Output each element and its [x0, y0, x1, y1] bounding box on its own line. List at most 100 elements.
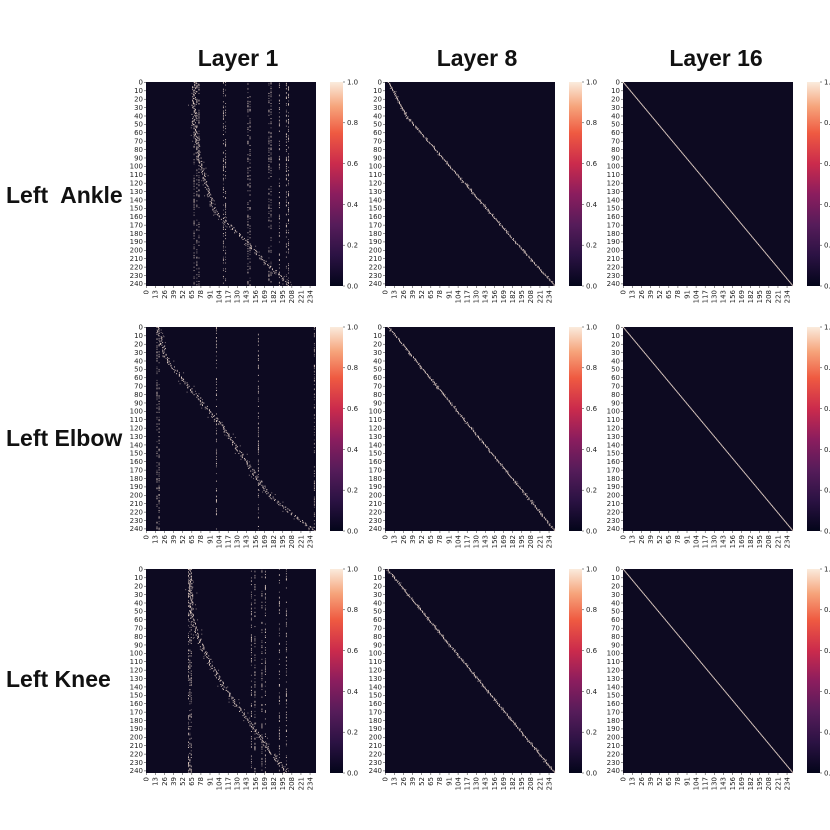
- x-tick-label: 195: [756, 535, 764, 548]
- heatmap-cell: [689, 161, 691, 163]
- heatmap-cell: [772, 260, 774, 262]
- heatmap-cell: [473, 430, 475, 432]
- heatmap-cell: [159, 343, 161, 345]
- heatmap-cell: [278, 259, 280, 261]
- heatmap-cell: [297, 518, 299, 520]
- heatmap-cell: [182, 378, 184, 380]
- heatmap-cell: [655, 365, 657, 367]
- heatmap-cell: [193, 262, 195, 264]
- heatmap-cell: [222, 262, 224, 264]
- x-tick-label: 117: [225, 535, 233, 548]
- heatmap-cell: [247, 281, 249, 283]
- heatmap-cell: [471, 189, 473, 191]
- heatmap-cell: [249, 190, 251, 192]
- heatmap-cell: [449, 401, 451, 403]
- heatmap-cell: [261, 761, 263, 763]
- heatmap-cell: [192, 120, 194, 122]
- heatmap-cell: [167, 362, 169, 364]
- heatmap-cell: [255, 729, 257, 731]
- y-tick-label: 180: [607, 475, 620, 483]
- heatmap-cell: [257, 467, 259, 469]
- x-tick-label: 156: [491, 534, 499, 548]
- heatmap-cell: [247, 115, 249, 117]
- heatmap-cell: [288, 509, 290, 511]
- heatmap-cell: [196, 143, 198, 145]
- y-tick-label: 180: [130, 475, 143, 483]
- heatmap-cell: [190, 598, 192, 600]
- y-tick-label: 50: [611, 121, 620, 129]
- heatmap-cell: [709, 186, 711, 188]
- heatmap-cell: [225, 153, 227, 155]
- heatmap-cell: [156, 469, 158, 471]
- heatmap-cell: [473, 193, 475, 195]
- heatmap-cell: [202, 177, 204, 179]
- heatmap-cell: [278, 253, 280, 255]
- heatmap-cell: [222, 114, 224, 116]
- heatmap-cell: [313, 486, 315, 488]
- heatmap-cell: [208, 662, 210, 664]
- heatmap-cell: [463, 418, 465, 420]
- heatmap-cell: [254, 577, 256, 579]
- heatmap-cell: [395, 579, 397, 581]
- heatmap-cell: [289, 510, 291, 512]
- heatmap-cell: [194, 114, 196, 116]
- heatmap-cell: [222, 227, 224, 229]
- heatmap-cell: [480, 679, 482, 681]
- heatmap-cell: [228, 701, 230, 703]
- heatmap-cell: [190, 573, 192, 575]
- heatmap-cell: [531, 260, 533, 262]
- x-tick-label: 221: [536, 290, 544, 303]
- heatmap-cell: [207, 193, 209, 195]
- y-tick-label: 70: [373, 382, 382, 390]
- heatmap-cell: [189, 588, 191, 590]
- heatmap-cell: [261, 484, 263, 486]
- heatmap-cell: [220, 424, 222, 426]
- heatmap-cell: [250, 736, 252, 738]
- heatmap-cell: [646, 354, 648, 356]
- heatmap-cell: [203, 180, 205, 182]
- heatmap-cell: [532, 746, 534, 748]
- heatmap-cell: [197, 619, 199, 621]
- heatmap-cell: [766, 499, 768, 501]
- heatmap-cell: [225, 206, 227, 208]
- heatmap-cell: [189, 655, 191, 657]
- heatmap-cell: [643, 352, 645, 354]
- heatmap-cell: [203, 161, 205, 163]
- heatmap-cell: [189, 613, 191, 615]
- heatmap-cell: [270, 93, 272, 95]
- heatmap-cell: [209, 193, 211, 195]
- heatmap-cell: [257, 512, 259, 514]
- heatmap-cell: [213, 421, 215, 423]
- heatmap-cell: [541, 515, 543, 517]
- heatmap-cell: [189, 764, 191, 766]
- colorbar-tick-label: 0.8: [824, 119, 830, 127]
- heatmap-cell: [247, 141, 249, 143]
- heatmap-cell: [716, 193, 718, 195]
- heatmap-cell: [633, 94, 635, 96]
- heatmap-cell: [736, 218, 738, 219]
- heatmap-cell: [198, 283, 200, 285]
- heatmap-cell: [278, 504, 280, 506]
- heatmap-cell: [288, 248, 290, 250]
- heatmap-cell: [657, 123, 659, 125]
- heatmap-cell: [192, 121, 194, 123]
- heatmap-cell: [285, 610, 287, 612]
- heatmap-cell: [285, 88, 287, 90]
- heatmap-cell: [727, 452, 729, 454]
- heatmap-cell: [389, 330, 391, 332]
- heatmap-cell: [285, 699, 287, 701]
- heatmap-cell: [294, 515, 296, 517]
- heatmap-cell: [760, 247, 762, 249]
- heatmap-cell: [278, 222, 280, 224]
- heatmap-cell: [278, 605, 280, 607]
- y-tick-label: 80: [134, 146, 143, 154]
- y-tick-label: 30: [373, 591, 382, 599]
- heatmap-cell: [741, 469, 743, 471]
- heatmap-cell: [285, 136, 287, 138]
- heatmap-cell: [637, 344, 639, 346]
- heatmap-cell: [759, 245, 761, 247]
- heatmap-cell: [508, 474, 510, 476]
- heatmap-cell: [527, 495, 529, 497]
- heatmap-cell: [189, 584, 191, 586]
- heatmap-cell: [762, 249, 764, 251]
